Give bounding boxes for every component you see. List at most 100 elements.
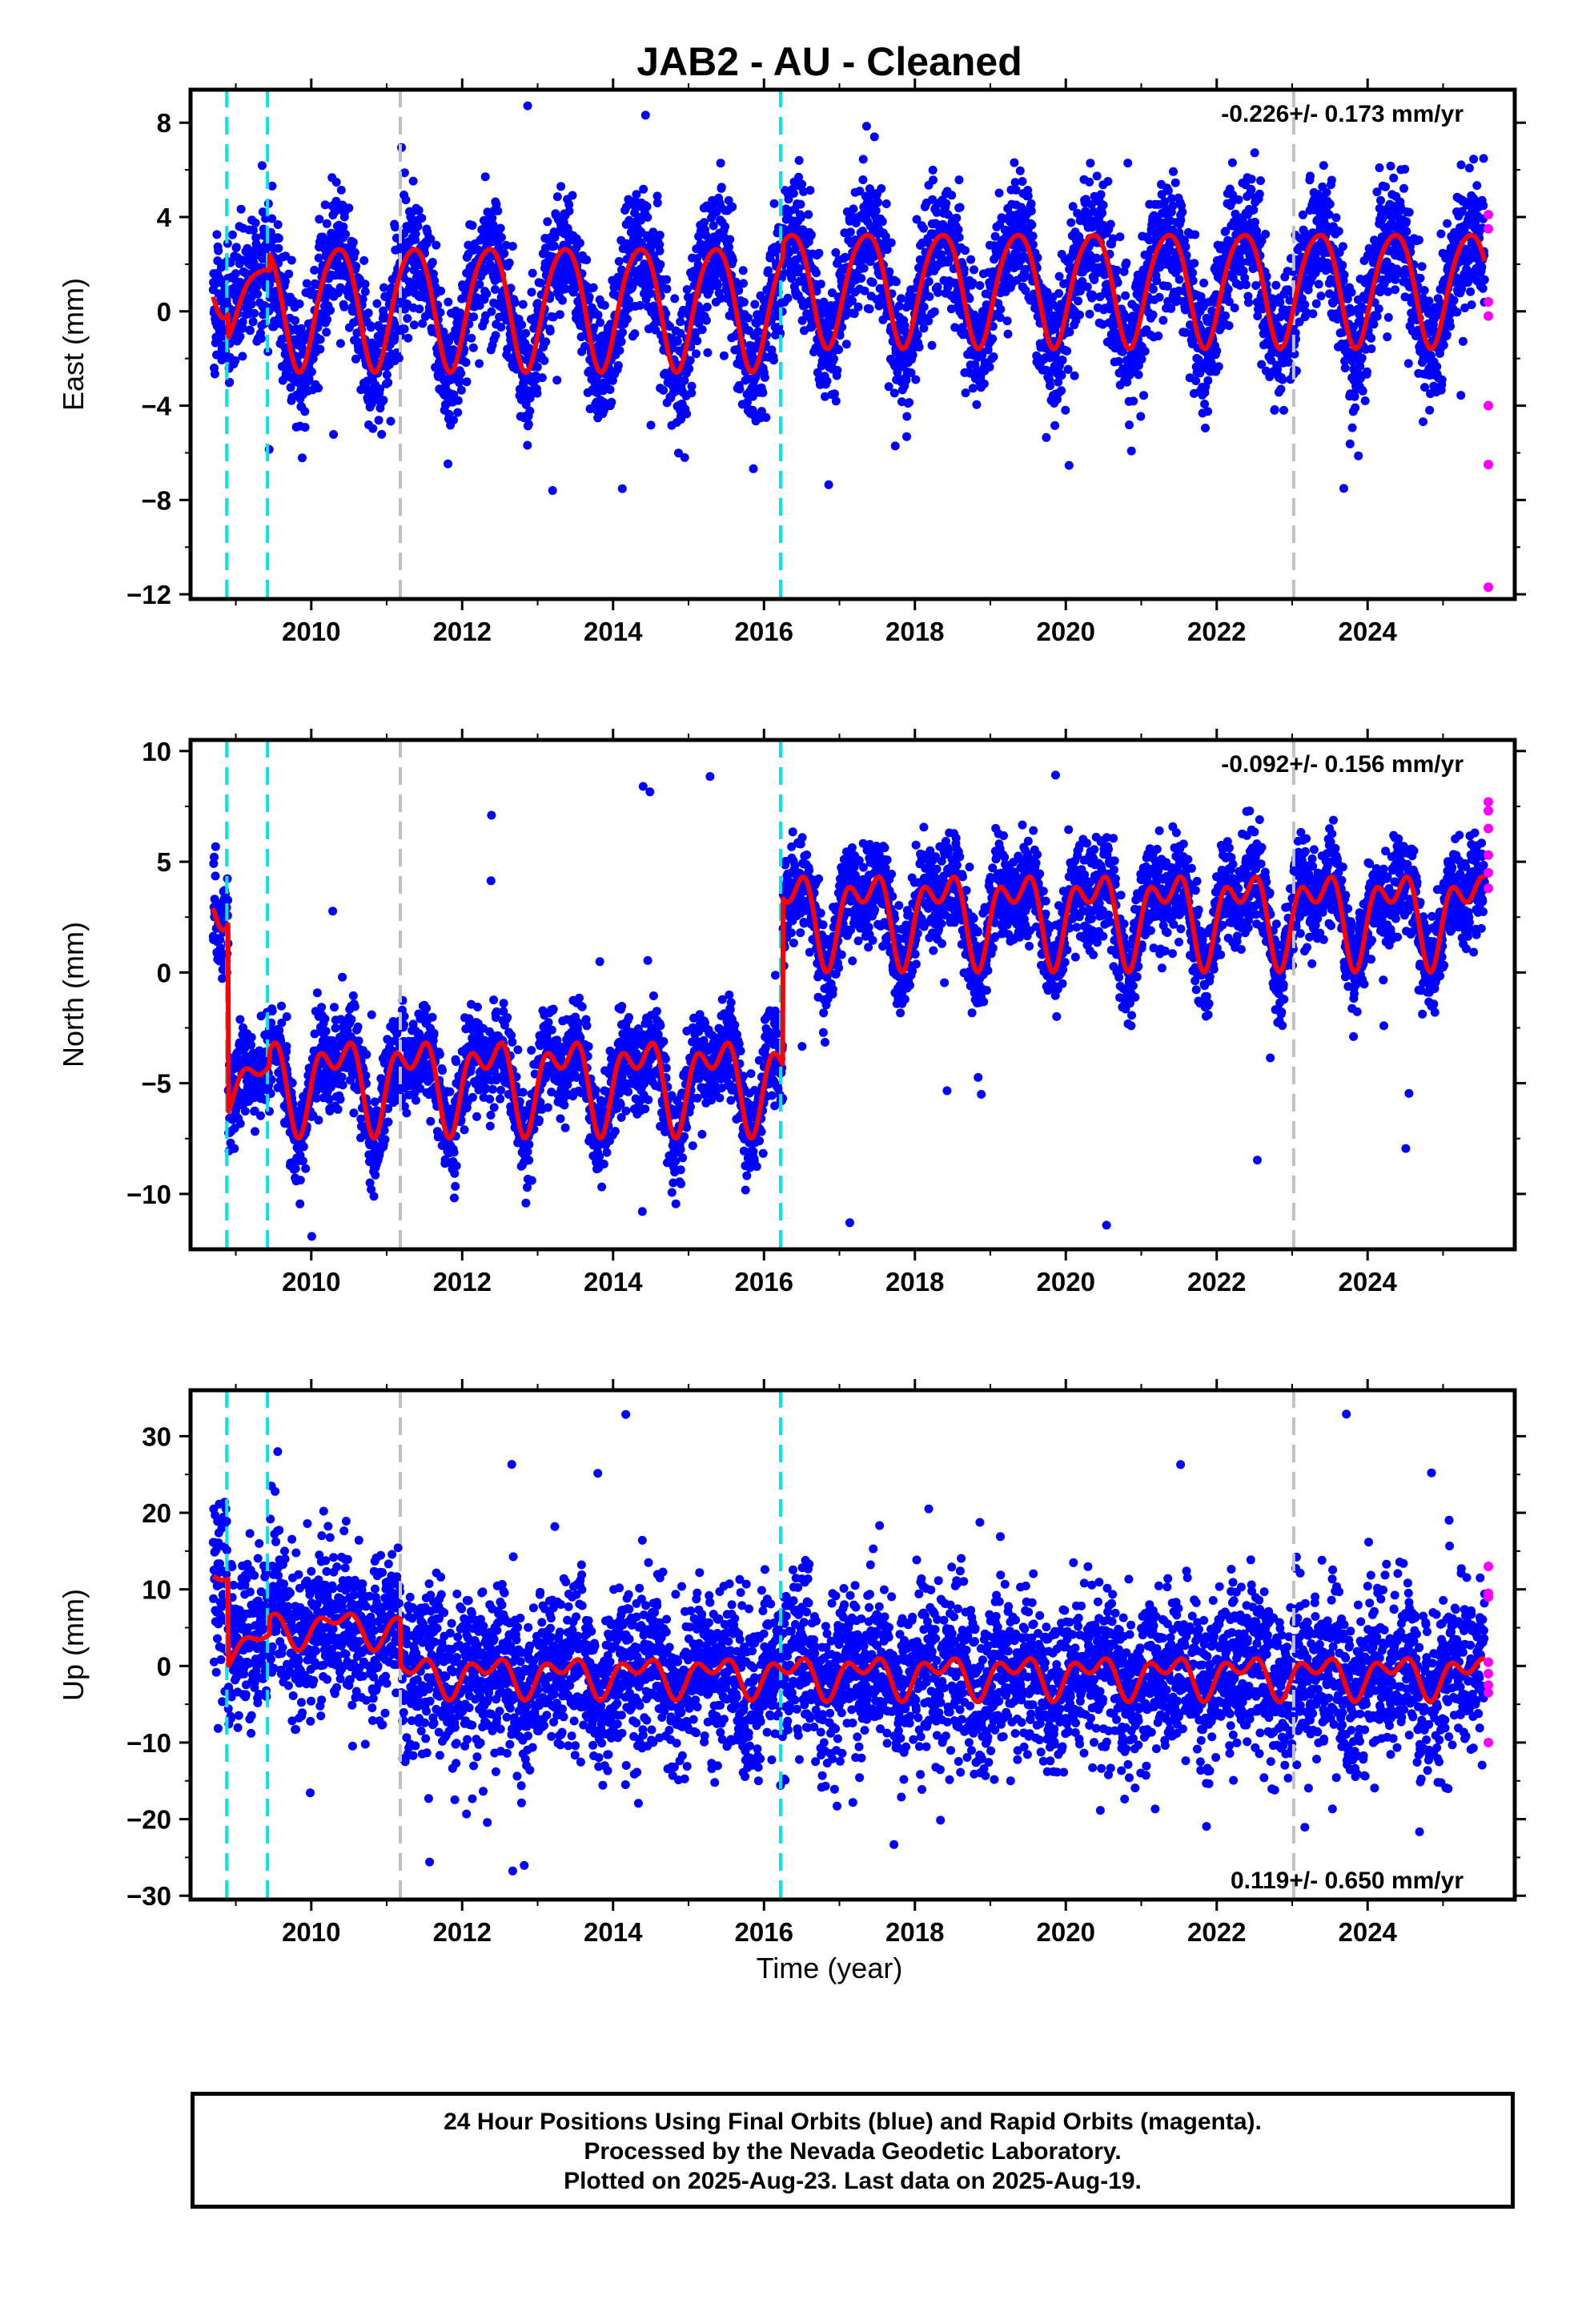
- final-orbit-point: [287, 255, 296, 265]
- final-orbit-point: [1212, 346, 1222, 356]
- final-orbit-point: [1374, 304, 1383, 314]
- final-orbit-point: [1148, 310, 1158, 320]
- final-orbit-point: [738, 266, 748, 275]
- final-orbit-point: [1347, 287, 1356, 297]
- final-orbit-point: [372, 299, 382, 308]
- final-orbit-point: [891, 277, 901, 287]
- final-orbit-point: [1188, 268, 1198, 278]
- final-orbit-point: [336, 185, 346, 195]
- final-orbit-point: [1306, 171, 1315, 181]
- final-orbit-point: [320, 200, 330, 210]
- final-orbit-point: [865, 304, 874, 314]
- final-orbit-point: [1121, 291, 1130, 300]
- final-orbit-point: [659, 385, 669, 395]
- final-orbit-point: [1064, 460, 1074, 470]
- final-orbit-point: [1106, 219, 1115, 229]
- final-orbit-point: [769, 199, 779, 208]
- final-orbit-point: [1203, 376, 1213, 385]
- final-orbit-point: [911, 375, 921, 384]
- final-orbit-point: [1092, 253, 1102, 263]
- final-orbit-point: [662, 275, 672, 284]
- final-orbit-point: [1098, 200, 1108, 210]
- final-orbit-point: [955, 203, 965, 212]
- final-orbit-point: [600, 300, 609, 310]
- final-orbit-point: [524, 420, 533, 429]
- final-orbit-point: [214, 246, 223, 255]
- final-orbit-point: [646, 420, 656, 430]
- final-orbit-point: [555, 310, 564, 320]
- final-orbit-point: [990, 231, 1000, 241]
- final-orbit-point: [461, 358, 471, 368]
- final-orbit-point: [613, 360, 623, 370]
- final-orbit-point: [1242, 280, 1251, 290]
- final-orbit-point: [806, 230, 816, 239]
- final-orbit-point: [315, 344, 325, 354]
- final-orbit-point: [1085, 309, 1094, 319]
- final-orbit-point: [238, 317, 247, 327]
- final-orbit-point: [415, 304, 424, 314]
- final-orbit-point: [1023, 191, 1033, 201]
- final-orbit-point: [455, 376, 464, 385]
- final-orbit-point: [952, 213, 962, 223]
- final-orbit-point: [1325, 199, 1335, 209]
- final-orbit-point: [655, 246, 665, 255]
- final-orbit-point: [924, 277, 934, 286]
- final-orbit-point: [368, 424, 378, 433]
- final-orbit-point: [257, 161, 267, 171]
- final-orbit-point: [1358, 386, 1367, 396]
- final-orbit-point: [374, 416, 383, 425]
- final-orbit-point: [1134, 370, 1143, 380]
- final-orbit-point: [358, 295, 367, 304]
- final-orbit-point: [360, 287, 370, 296]
- final-orbit-point: [331, 178, 341, 187]
- final-orbit-point: [670, 294, 680, 304]
- final-orbit-point: [545, 327, 555, 336]
- final-orbit-point: [1300, 300, 1310, 309]
- final-orbit-point: [558, 296, 567, 305]
- final-orbit-point: [1154, 332, 1163, 340]
- final-orbit-point: [1002, 316, 1012, 326]
- final-orbit-point: [913, 330, 922, 340]
- final-orbit-point: [310, 265, 319, 275]
- final-orbit-point: [1114, 356, 1123, 366]
- final-orbit-point: [383, 378, 393, 388]
- final-orbit-point: [382, 370, 391, 380]
- final-orbit-point: [985, 362, 994, 372]
- final-orbit-point: [1174, 275, 1184, 284]
- final-orbit-point: [417, 213, 427, 223]
- final-orbit-point: [1375, 163, 1384, 172]
- final-orbit-point: [655, 231, 665, 240]
- final-orbit-point: [942, 199, 951, 208]
- final-orbit-point: [394, 353, 404, 363]
- final-orbit-point: [816, 279, 825, 289]
- final-orbit-point: [1403, 359, 1413, 368]
- final-orbit-point: [500, 249, 509, 259]
- final-orbit-point: [469, 312, 479, 322]
- final-orbit-point: [488, 220, 498, 230]
- final-orbit-point: [979, 379, 989, 388]
- final-orbit-point: [758, 388, 768, 397]
- final-orbit-point: [1227, 158, 1237, 167]
- final-orbit-point: [1190, 259, 1199, 268]
- final-orbit-point: [1322, 187, 1331, 197]
- final-orbit-point: [418, 319, 428, 328]
- final-orbit-point: [783, 293, 793, 303]
- final-orbit-point: [636, 238, 646, 247]
- final-orbit-point: [1367, 333, 1376, 343]
- final-orbit-point: [556, 182, 566, 191]
- final-orbit-point: [284, 269, 294, 279]
- final-orbit-point: [1015, 166, 1025, 175]
- final-orbit-point: [379, 283, 388, 292]
- final-orbit-point: [322, 219, 331, 228]
- final-orbit-point: [344, 203, 354, 213]
- final-orbit-point: [1096, 190, 1106, 199]
- final-orbit-point: [493, 206, 503, 215]
- final-orbit-point: [822, 376, 832, 386]
- final-orbit-point: [239, 324, 247, 333]
- final-orbit-point: [680, 452, 689, 462]
- final-orbit-point: [360, 279, 370, 289]
- final-orbit-point: [697, 325, 707, 335]
- final-orbit-point: [411, 229, 420, 239]
- final-orbit-point: [532, 388, 542, 398]
- final-orbit-point: [1003, 329, 1013, 339]
